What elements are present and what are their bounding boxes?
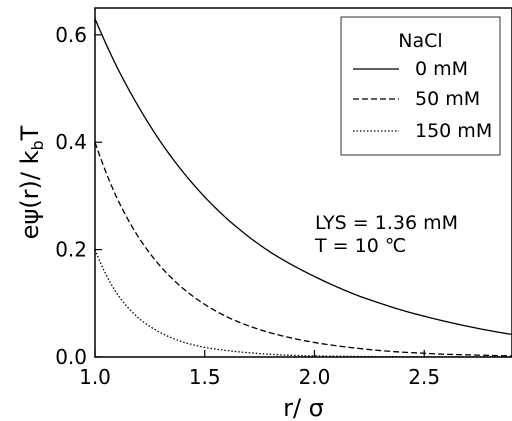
axis-ticks: 1.0 1.5 2.0 2.5 0.0 0.2 0.4 0.6 (55, 23, 440, 389)
legend-label-150-mm: 150 mM (415, 120, 492, 142)
series-line-50-mm (94, 142, 512, 357)
x-tick-label: 1.5 (189, 365, 221, 389)
plot-frame (94, 7, 512, 358)
x-tick-label: 1.0 (79, 365, 111, 389)
y-tick-label: 0.4 (55, 130, 87, 154)
y-tick-label: 0.6 (55, 23, 87, 47)
legend-label-0-mm: 0 mM (415, 58, 468, 80)
legend-label-50-mm: 50 mM (415, 88, 480, 110)
annotation-lys-concentration: LYS = 1.36 mM (315, 212, 458, 234)
x-tick-label: 2.5 (408, 365, 440, 389)
legend-entries: 0 mM 50 mM 150 mM (353, 58, 492, 142)
legend-box (340, 16, 501, 156)
series-line-0-mm (94, 18, 512, 336)
x-tick-label: 2.0 (299, 365, 331, 389)
series-line-150-mm (94, 249, 512, 358)
annotations: LYS = 1.36 mM T = 10 ℃ (314, 212, 458, 257)
y-axis-label-subscript: b (28, 140, 47, 150)
y-axis-label-tail: T (16, 125, 44, 141)
legend-title: NaCl (398, 30, 442, 52)
legend: NaCl 0 mM 50 mM 150 mM (340, 16, 501, 156)
annotation-temperature: T = 10 ℃ (314, 235, 406, 257)
y-axis-label-main: eψ(r)/ k (16, 150, 44, 239)
y-tick-label: 0.0 (55, 345, 87, 369)
y-axis-label: eψ(r)/ kbT (16, 125, 47, 239)
x-axis-label: r/ σ (283, 394, 324, 421)
y-tick-label: 0.2 (55, 238, 87, 262)
